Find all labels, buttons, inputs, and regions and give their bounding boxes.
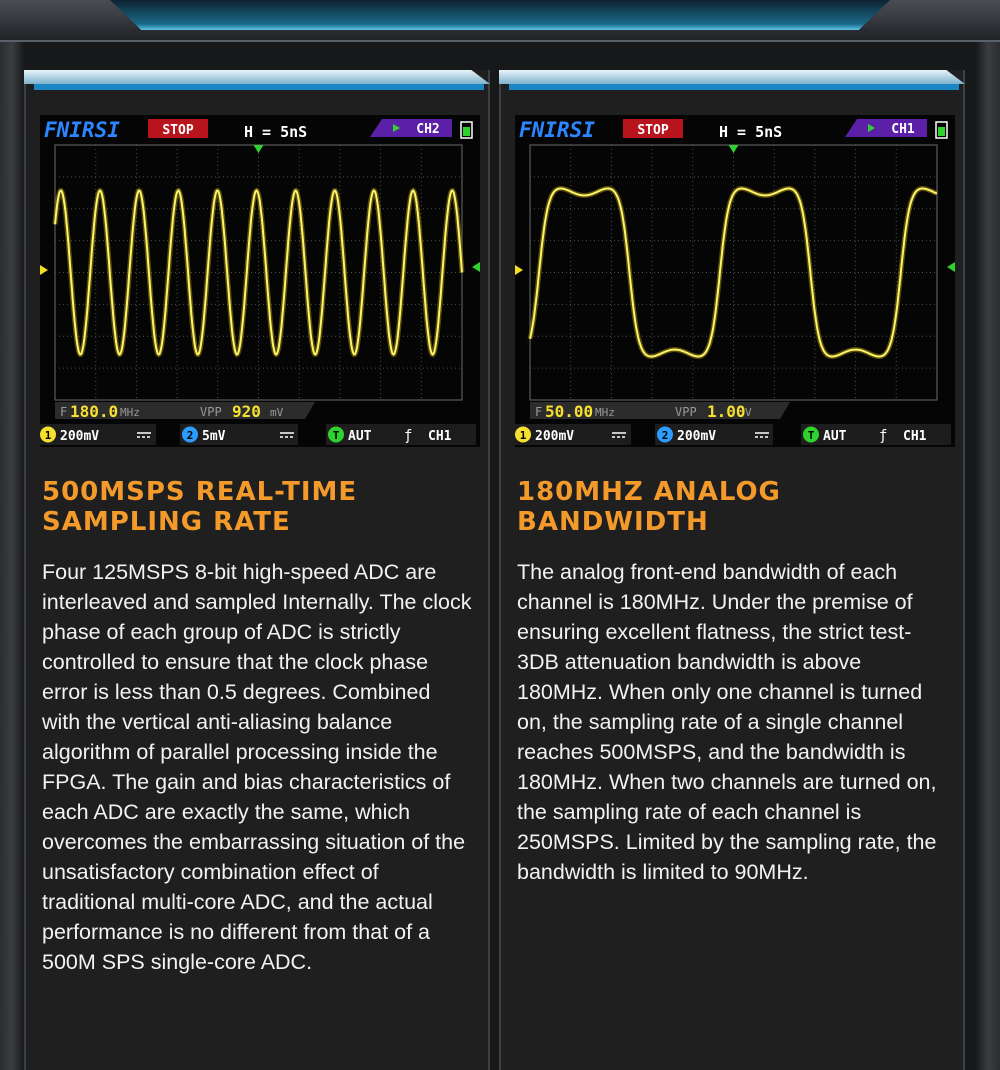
battery: [935, 121, 948, 139]
status-icon: [515, 426, 531, 443]
status-value: AUT: [823, 429, 847, 444]
trigger-pos-marker: [253, 145, 264, 153]
vpp-value: 1.00: [707, 402, 746, 421]
panel-top-accent: [509, 84, 959, 90]
freq-value: 180.0: [70, 402, 118, 421]
status-value: 200mV: [60, 429, 99, 444]
status-icon-label: 1: [45, 429, 52, 442]
status-value: 200mV: [677, 429, 716, 444]
panel-top-bar: [24, 70, 490, 84]
heading-line: BANDWIDTH: [517, 507, 709, 537]
battery-level: [938, 127, 945, 136]
vpp-unit: V: [745, 406, 752, 419]
channel-arrow: [868, 124, 875, 132]
feature-description: The analog front-end bandwidth of each c…: [517, 560, 937, 884]
status: STOP: [637, 123, 668, 138]
info-bar: [55, 402, 315, 419]
ch-offset-marker: [40, 265, 48, 275]
screen-bg: [515, 115, 955, 447]
trigger-source: CH1: [428, 429, 452, 444]
status-box: [623, 119, 683, 138]
heading-line: 500MSPS REAL-TIME: [42, 477, 358, 507]
status-icon-label: 2: [187, 429, 194, 442]
heading-line: SAMPLING RATE: [42, 507, 291, 537]
ch-offset-marker: [515, 265, 523, 275]
freq-label: F: [535, 405, 542, 419]
status-item-bg: [515, 424, 631, 445]
top-frame: [0, 0, 1000, 42]
status-icon-label: 2: [662, 429, 669, 442]
oscilloscope-screen: FNIRSI STOP H = 5nS CH2 F 180.0 MHz VPP 920 mV 1 20…: [40, 115, 480, 447]
screen-bg: [40, 115, 480, 447]
vpp-label: VPP: [200, 405, 222, 419]
status-icon-label: T: [808, 429, 815, 442]
status-icon-label: 1: [520, 429, 527, 442]
waveform: [54, 189, 463, 356]
feature-heading: 500MSPS REAL-TIME SAMPLING RATE: [42, 477, 357, 537]
vpp-value: 920: [232, 402, 261, 421]
battery: [460, 121, 473, 139]
channel-box: [370, 119, 452, 137]
freq-unit: MHz: [595, 406, 615, 419]
active-channel: CH2: [416, 122, 439, 137]
freq-label: F: [60, 405, 67, 419]
panel-top-accent: [34, 84, 484, 90]
vpp-unit: mV: [270, 406, 284, 419]
status-item-bg: [40, 424, 156, 445]
oscilloscope-screen: FNIRSI STOP H = 5nS CH1 F 50.00 MHz VPP 1.00 V 1 20…: [515, 115, 955, 447]
panel-top-bar: [499, 70, 965, 84]
active-channel: CH1: [891, 122, 915, 137]
status-item-bg: [801, 424, 951, 445]
heading-line: 180MHZ ANALOG: [517, 477, 781, 507]
brand: FNIRSI: [44, 118, 120, 142]
brand: FNIRSI: [519, 118, 595, 142]
status-box: [148, 119, 208, 138]
top-glow: [110, 0, 890, 30]
status-item-bg: [326, 424, 476, 445]
timebase: H = 5nS: [244, 123, 307, 141]
info-bar: [530, 402, 790, 419]
status-icon-label: T: [333, 429, 340, 442]
waveform: [529, 187, 938, 358]
status: STOP: [162, 123, 193, 138]
trigger-edge: ƒ: [879, 428, 887, 444]
status-icon: [40, 426, 56, 443]
channel-arrow: [393, 124, 400, 132]
trigger-pos-marker: [728, 145, 739, 153]
status-value: 5mV: [202, 429, 226, 444]
status-item-bg: [655, 424, 773, 445]
trigger-level-marker: [947, 262, 955, 272]
status-icon: [657, 426, 673, 443]
vpp-label: VPP: [675, 405, 697, 419]
trigger-edge: ƒ: [404, 428, 412, 444]
status-icon: [328, 426, 344, 443]
freq-value: 50.00: [545, 402, 593, 421]
feature-description: Four 125MSPS 8-bit high-speed ADC are in…: [42, 560, 472, 974]
feature-heading: 180MHZ ANALOG BANDWIDTH: [517, 477, 781, 537]
trigger-level-marker: [472, 262, 480, 272]
timebase: H = 5nS: [719, 123, 782, 141]
trigger-source: CH1: [903, 429, 927, 444]
status-value: AUT: [348, 429, 372, 444]
battery-level: [463, 127, 470, 136]
status-item-bg: [180, 424, 298, 445]
feature-panel: FNIRSI STOP H = 5nS CH1 F 50.00 MHz VPP 1.00 V 1 20…: [499, 70, 965, 1070]
channel-box: [845, 119, 927, 137]
status-icon: [182, 426, 198, 443]
freq-unit: MHz: [120, 406, 140, 419]
feature-panel: FNIRSI STOP H = 5nS CH2 F 180.0 MHz VPP 920 mV 1 20…: [24, 70, 490, 1070]
status-value: 200mV: [535, 429, 574, 444]
status-icon: [803, 426, 819, 443]
